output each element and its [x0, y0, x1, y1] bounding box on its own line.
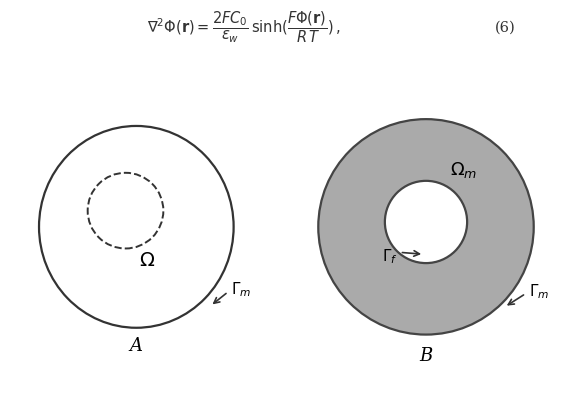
- Ellipse shape: [39, 126, 233, 328]
- Text: $\Gamma_f$: $\Gamma_f$: [382, 247, 398, 265]
- Ellipse shape: [318, 119, 534, 335]
- Ellipse shape: [87, 173, 164, 248]
- Text: (6): (6): [495, 20, 516, 34]
- Ellipse shape: [385, 181, 467, 263]
- Text: $\Gamma_m$: $\Gamma_m$: [529, 282, 549, 301]
- Text: $\Omega_m$: $\Omega_m$: [449, 160, 477, 180]
- Text: $\Gamma_m$: $\Gamma_m$: [231, 281, 251, 299]
- Text: B: B: [419, 347, 433, 365]
- Text: $\Omega$: $\Omega$: [139, 252, 155, 270]
- Text: A: A: [130, 337, 143, 355]
- Text: $\nabla^2\Phi(\mathbf{r}) = \dfrac{2FC_0}{\varepsilon_w}\,\mathrm{sinh}(\dfrac{F: $\nabla^2\Phi(\mathbf{r}) = \dfrac{2FC_0…: [147, 10, 341, 45]
